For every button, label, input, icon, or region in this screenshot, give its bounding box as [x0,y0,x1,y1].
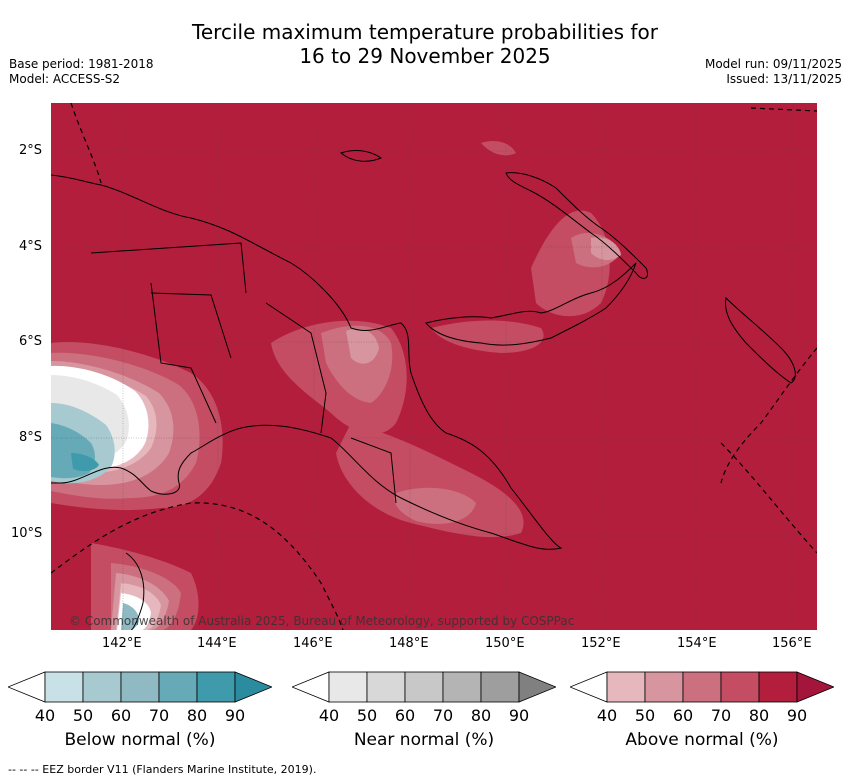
colorbar-tick-40: 40 [35,706,55,725]
lat-label-2s: 2°S [19,143,43,158]
colorbar-1: 40 50 60 70 80 90 [292,671,556,725]
legend-title-below: Below normal (%) [64,730,216,750]
model-run-text: Model run: 09/11/2025 [704,57,842,71]
colorbar-extend-high [518,671,556,703]
colorbar-tick-60: 60 [395,706,415,725]
base-period-text: Base period: 1981-2018 [9,57,154,71]
model-text: Model: ACCESS-S2 [9,72,121,86]
colorbar-bin-0 [44,671,84,703]
colorbar-extend-low [8,671,46,703]
colorbar-bin-0 [606,671,646,703]
colorbar-bin-2 [404,671,444,703]
colorbar-tick-70: 70 [149,706,169,725]
colorbar-tick-80: 80 [471,706,491,725]
lon-label-146e: 146°E [293,636,333,651]
colorbar-bin-3 [720,671,760,703]
colorbar-tick-50: 50 [635,706,655,725]
legend-title-above: Above normal (%) [625,730,779,750]
colorbar-tick-60: 60 [673,706,693,725]
lon-label-156e: 156°E [772,636,812,651]
title-line-1: Tercile maximum temperature probabilitie… [192,20,658,44]
colorbar-bin-3 [442,671,482,703]
colorbar-tick-40: 40 [319,706,339,725]
lon-label-144e: 144°E [197,636,237,651]
lat-label-4s: 4°S [19,239,43,254]
eez-borders [51,103,817,630]
issued-text: Issued: 13/11/2025 [726,72,842,86]
colorbar-tick-40: 40 [597,706,617,725]
colorbar-bin-1 [366,671,406,703]
colorbar-extend-high [234,671,272,703]
colorbar-tick-80: 80 [749,706,769,725]
colorbar-extend-low [292,671,330,703]
colorbar-tick-80: 80 [187,706,207,725]
colorbar-0: 40 50 60 70 80 90 [8,671,272,725]
colorbar-tick-60: 60 [111,706,131,725]
lon-label-152e: 152°E [581,636,621,651]
legend-title-near: Near normal (%) [353,730,495,750]
map-title: Tercile maximum temperature probabilitie… [0,20,850,68]
lon-label-150e: 150°E [485,636,525,651]
colorbar-tick-50: 50 [73,706,93,725]
colorbar-tick-90: 90 [509,706,529,725]
colorbar-bin-0 [328,671,368,703]
colorbar-extend-high [796,671,834,703]
lon-label-142e: 142°E [102,636,142,651]
colorbar-tick-70: 70 [433,706,453,725]
colorbar-bin-2 [120,671,160,703]
colorbar-bin-4 [758,671,798,703]
lat-label-8s: 8°S [19,430,43,445]
colorbar-tick-50: 50 [357,706,377,725]
lat-label-6s: 6°S [19,334,43,349]
lat-label-10s: 10°S [11,526,43,541]
coastlines [51,150,796,630]
probability-map: © Commonwealth of Australia 2025, Bureau… [51,103,817,630]
colorbar-bin-2 [682,671,722,703]
legend-below-normal: 40 50 60 70 80 90 [8,668,272,728]
colorbar-bin-1 [644,671,684,703]
legend-above-normal: 40 50 60 70 80 90 [570,668,834,728]
colorbar-extend-low [570,671,608,703]
lon-label-148e: 148°E [389,636,429,651]
meta-left: Base period: 1981-2018 Model: ACCESS-S2 [9,57,154,87]
below-normal-region [51,403,139,630]
colorbar-bin-1 [82,671,122,703]
colorbar-bin-3 [158,671,198,703]
colorbar-2: 40 50 60 70 80 90 [570,671,834,725]
map-background-above-90 [51,103,817,630]
meta-right: Model run: 09/11/2025 Issued: 13/11/2025 [705,57,842,87]
legend-near-normal: 40 50 60 70 80 90 [292,668,556,728]
colorbar-bin-4 [196,671,236,703]
colorbar-bin-4 [480,671,520,703]
colorbar-tick-70: 70 [711,706,731,725]
lon-label-154e: 154°E [677,636,717,651]
title-line-2: 16 to 29 November 2025 [299,44,551,68]
colorbar-tick-90: 90 [787,706,807,725]
colorbar-tick-90: 90 [225,706,245,725]
footer-eez-note: -- -- -- EEZ border V11 (Flanders Marine… [8,763,317,776]
copyright-text: © Commonwealth of Australia 2025, Bureau… [69,614,574,628]
